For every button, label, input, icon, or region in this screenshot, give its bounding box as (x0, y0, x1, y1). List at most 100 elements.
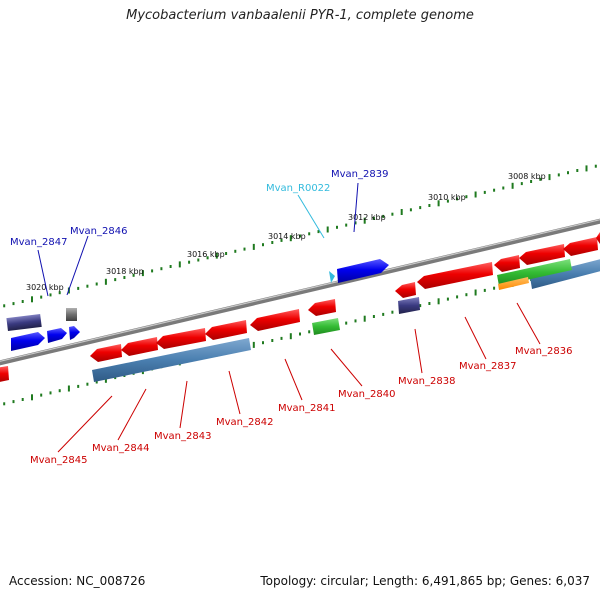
label-mvan-2837[interactable]: Mvan_2837 (459, 361, 516, 372)
label-leaders (37, 182, 541, 453)
outer-tick (345, 223, 348, 227)
leader-mvan-2846 (66, 235, 89, 296)
outer-tick (40, 295, 43, 299)
label-mvan-2839[interactable]: Mvan_2839 (331, 169, 388, 180)
outer-tick (21, 300, 24, 303)
gene-blue-arrow[interactable] (11, 332, 45, 351)
leader-mvan-2844 (117, 388, 147, 441)
outer-tick (178, 261, 181, 268)
outer-tick (206, 256, 209, 260)
gene-navy-block[interactable] (398, 297, 420, 314)
scale-label-3018: 3018 kbp (106, 267, 144, 276)
outer-tick (326, 226, 329, 233)
gene-mvan-2842-arrow[interactable] (205, 320, 247, 340)
leader-mvan-2840 (330, 348, 363, 387)
inner-tick (31, 394, 33, 401)
outer-tick (58, 291, 61, 295)
gene-blue-arrow[interactable] (69, 326, 80, 340)
gene-mvan-2838-arrow[interactable] (395, 282, 416, 298)
outer-tick (557, 173, 560, 177)
outer-tick (243, 247, 246, 251)
inner-tick (382, 312, 385, 316)
outer-tick (456, 197, 459, 201)
inner-tick (252, 341, 255, 348)
gene-red-arrow[interactable] (563, 237, 598, 256)
outer-scale-ticks (3, 164, 597, 308)
label-mvan-2847[interactable]: Mvan_2847 (10, 237, 67, 248)
gene-mvan-2845-arrow[interactable] (90, 344, 122, 362)
gene-mvan-2840-arrow[interactable] (308, 299, 336, 316)
gene-green-block[interactable] (497, 259, 572, 286)
scale-label-3008: 3008 kbp (508, 172, 546, 181)
inner-tick (446, 297, 449, 301)
inner-tick (299, 332, 301, 336)
outer-tick (317, 230, 320, 234)
gene-mvan-2843-arrow[interactable] (156, 328, 206, 349)
gene-mvan-2836-arrow[interactable] (519, 244, 565, 265)
outer-tick (197, 258, 200, 262)
outer-tick (169, 265, 172, 268)
gene-mvan-2837-arrow[interactable] (417, 262, 493, 289)
label-mvan-2844[interactable]: Mvan_2844 (92, 443, 149, 454)
outer-tick (252, 243, 255, 250)
inner-tick (437, 298, 440, 305)
leader-mvan-2837 (464, 316, 487, 360)
label-mvan-2840[interactable]: Mvan_2840 (338, 389, 395, 400)
outer-tick (141, 270, 144, 277)
gene-green-block[interactable] (312, 318, 340, 335)
label-mvan-2843[interactable]: Mvan_2843 (154, 431, 211, 442)
gene-mvan-2846-block[interactable] (66, 308, 77, 321)
inner-tick (465, 293, 468, 297)
outer-tick (493, 188, 496, 192)
label-mvan-r0022[interactable]: Mvan_R0022 (266, 183, 330, 194)
outer-tick (86, 284, 89, 288)
outer-tick (299, 234, 301, 238)
inner-tick (58, 389, 61, 393)
scale-label-3016: 3016 kbp (187, 250, 225, 259)
outer-tick (530, 180, 533, 183)
inner-tick (456, 295, 459, 299)
label-mvan-2845[interactable]: Mvan_2845 (30, 455, 87, 466)
gene-labels: Mvan_2839 Mvan_R0022 Mvan_2846 Mvan_2847… (10, 169, 572, 466)
gene-mvan-2847-block[interactable] (6, 313, 42, 332)
feature-orange-bar[interactable] (498, 277, 529, 290)
label-mvan-2846[interactable]: Mvan_2846 (70, 226, 127, 237)
outer-tick (576, 169, 579, 172)
outer-tick (585, 165, 588, 172)
inner-tick (345, 321, 348, 325)
label-mvan-2836[interactable]: Mvan_2836 (515, 346, 572, 357)
gene-mvan-2844-arrow[interactable] (121, 337, 158, 356)
gene-red-arrow[interactable] (0, 366, 9, 383)
gene-mvan-2841-arrow[interactable] (250, 309, 300, 331)
genome-backbone-highlight (0, 219, 600, 362)
inner-tick (77, 384, 80, 388)
leader-mvan-2839 (353, 182, 359, 233)
outer-tick (419, 206, 422, 210)
scale-label-3012: 3012 kbp (348, 213, 386, 222)
outer-tick (31, 296, 33, 303)
label-mvan-2841[interactable]: Mvan_2841 (278, 403, 335, 414)
outer-tick (363, 217, 366, 224)
outer-tick (234, 249, 237, 253)
outer-tick (336, 225, 338, 229)
inner-tick (391, 310, 394, 314)
gene-mvan-2839-arrow[interactable] (337, 259, 389, 283)
rna-mvan-r0022-marker[interactable] (329, 271, 335, 283)
inner-tick (354, 319, 357, 323)
gene-red-arrow[interactable] (494, 255, 520, 272)
inner-tick (21, 398, 24, 401)
outer-tick (49, 293, 52, 297)
leader-mvan-2847 (37, 249, 49, 297)
outer-tick (446, 199, 449, 203)
outer-tick (280, 238, 283, 242)
feature-steel-bar[interactable] (92, 338, 251, 382)
outer-tick (511, 182, 514, 189)
gene-blue-arrow[interactable] (47, 328, 67, 343)
inner-tick (483, 288, 486, 292)
gene-red-arrow[interactable] (596, 231, 600, 244)
label-mvan-2838[interactable]: Mvan_2838 (398, 376, 455, 387)
inner-tick (428, 302, 431, 305)
feature-steel-bar[interactable] (530, 258, 600, 289)
outer-tick (188, 260, 191, 264)
label-mvan-2842[interactable]: Mvan_2842 (216, 417, 273, 428)
